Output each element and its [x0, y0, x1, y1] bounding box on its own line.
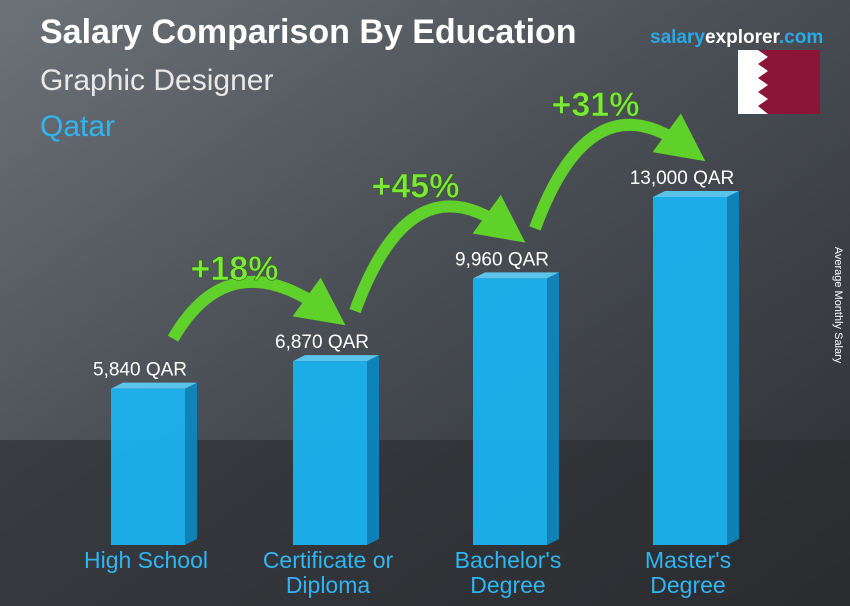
bar-side	[185, 382, 197, 545]
x-tick-label: Bachelor's Degree	[455, 547, 562, 598]
bar-top	[293, 355, 379, 362]
x-tick-label: Certificate or Diploma	[263, 547, 394, 598]
flag	[738, 50, 820, 114]
bar	[653, 197, 727, 545]
brand-part: .com	[779, 27, 823, 48]
bar	[473, 278, 547, 545]
y-axis-label: Average Monthly Salary	[832, 247, 844, 364]
bar-side	[547, 272, 559, 545]
value-label: 13,000 QAR	[630, 168, 735, 189]
brand: salaryexplorer.com	[650, 27, 823, 48]
change-label: +45%	[372, 167, 460, 205]
brand-part: explorer	[705, 27, 781, 48]
change-label: +18%	[191, 250, 279, 288]
subtitle: Graphic Designer	[40, 64, 273, 97]
plot: 5,840 QAR High School 6,870 QAR Certificate…	[84, 86, 739, 598]
bar-top	[473, 272, 559, 279]
bar-top	[111, 382, 197, 389]
bar	[111, 388, 185, 545]
value-label: 5,840 QAR	[93, 360, 187, 381]
bar-top	[653, 191, 739, 197]
change-arrow	[349, 194, 526, 314]
bar-side	[367, 355, 379, 545]
country: Qatar	[40, 110, 115, 143]
x-tick-label: High School	[84, 547, 208, 573]
chart-title: Salary Comparison By Education	[40, 13, 577, 51]
value-label: 6,870 QAR	[275, 332, 369, 353]
value-label: 9,960 QAR	[455, 249, 549, 270]
x-tick-label: Master's Degree	[645, 547, 731, 598]
change-arrow	[167, 275, 346, 342]
bar	[293, 361, 367, 545]
bar-side	[727, 191, 739, 545]
change-label: +31%	[552, 86, 640, 124]
brand-part: salary	[650, 27, 705, 48]
change-arrow	[529, 113, 706, 231]
